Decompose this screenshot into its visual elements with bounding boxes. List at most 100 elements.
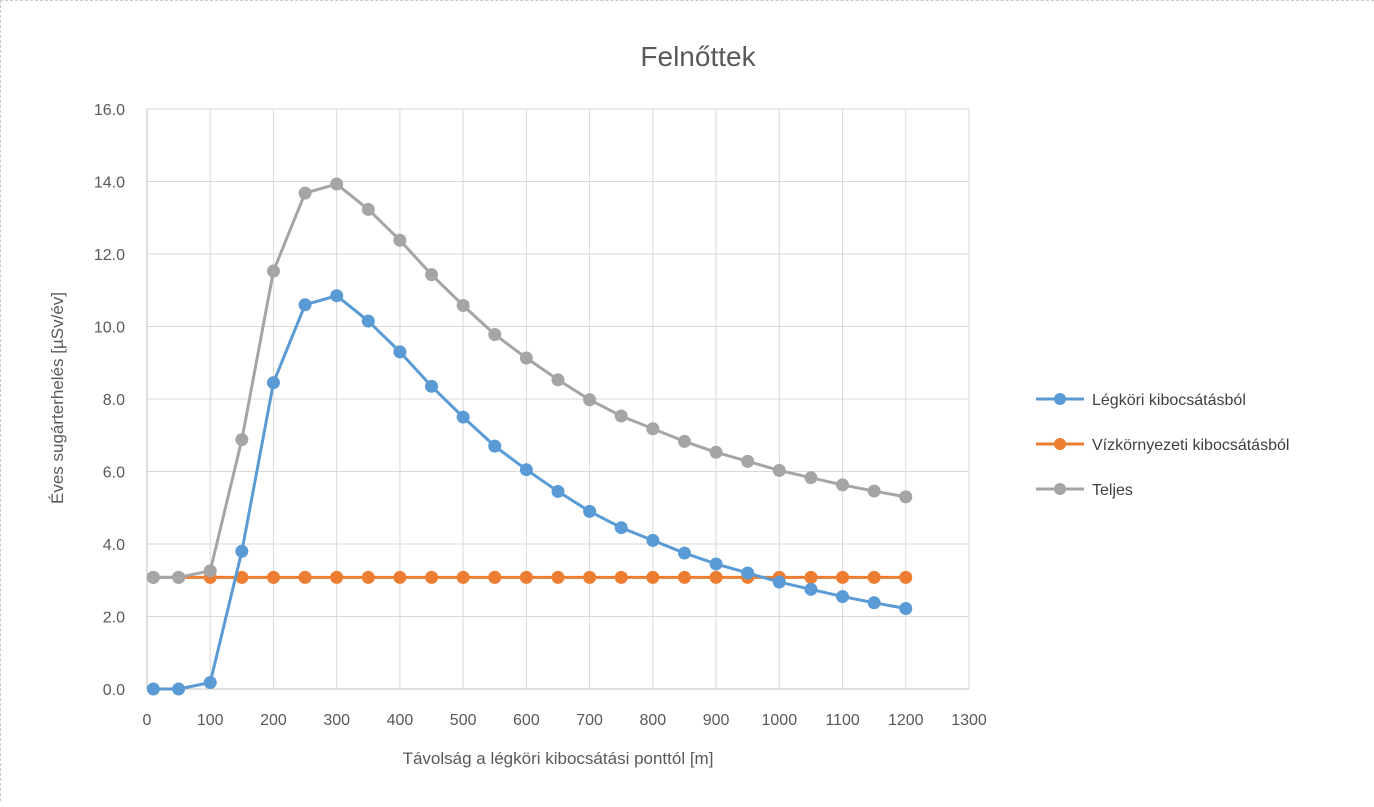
data-point-legkori	[519, 463, 533, 477]
data-point-legkori	[867, 596, 881, 610]
legend-marker-teljes	[1054, 483, 1066, 495]
data-point-teljes	[867, 484, 881, 498]
x-tick-label: 800	[639, 712, 666, 729]
y-tick-label: 14.0	[94, 175, 125, 192]
x-tick-label: 1300	[951, 712, 987, 729]
data-point-teljes	[361, 202, 375, 216]
y-tick-label: 10.0	[94, 320, 125, 337]
data-point-vizkornyezeti	[583, 570, 597, 584]
data-point-vizkornyezeti	[677, 570, 691, 584]
data-point-vizkornyezeti	[361, 570, 375, 584]
data-point-teljes	[709, 445, 723, 459]
data-point-vizkornyezeti	[393, 570, 407, 584]
data-point-teljes	[899, 490, 913, 504]
data-point-legkori	[614, 521, 628, 535]
data-point-legkori	[361, 314, 375, 328]
legend-label-teljes: Teljes	[1092, 482, 1133, 499]
axes	[146, 109, 969, 690]
data-point-vizkornyezeti	[899, 570, 913, 584]
data-point-vizkornyezeti	[519, 570, 533, 584]
data-point-legkori	[804, 582, 818, 596]
x-tick-label: 1100	[825, 712, 860, 729]
data-point-teljes	[772, 463, 786, 477]
data-point-teljes	[583, 393, 597, 407]
data-point-teljes	[172, 570, 186, 584]
data-point-legkori	[298, 298, 312, 312]
data-point-teljes	[519, 351, 533, 365]
x-tick-label: 200	[260, 712, 287, 729]
x-tick-label: 1000	[762, 712, 798, 729]
tick-labels: 0 100 200 300 400 500 600 700 800 900 1000 1100 1200…	[94, 102, 987, 729]
data-point-teljes	[551, 373, 565, 387]
data-point-teljes	[741, 454, 755, 468]
x-axis-title: Távolság a légköri kibocsátási ponttól […	[403, 749, 714, 768]
data-point-teljes	[456, 298, 470, 312]
x-tick-label: 700	[576, 712, 603, 729]
data-point-legkori	[741, 566, 755, 580]
series-lines	[146, 177, 913, 696]
x-tick-label: 1200	[888, 712, 924, 729]
legend-label-vizkornyezeti: Vízkörnyezeti kibocsátásból	[1092, 437, 1289, 454]
data-point-teljes	[614, 409, 628, 423]
data-point-teljes	[836, 478, 850, 492]
data-point-vizkornyezeti	[646, 570, 660, 584]
legend-item-vizkornyezeti: Vízkörnyezeti kibocsátásból	[1036, 437, 1289, 454]
y-tick-label: 16.0	[94, 102, 125, 119]
data-point-legkori	[235, 544, 249, 558]
legend-item-legkori: Légköri kibocsátásból	[1036, 392, 1246, 409]
data-point-legkori	[203, 675, 217, 689]
legend-marker-legkori	[1054, 393, 1066, 405]
data-point-legkori	[646, 533, 660, 547]
data-point-legkori	[772, 575, 786, 589]
legend-label-legkori: Légköri kibocsátásból	[1092, 392, 1246, 409]
data-point-teljes	[146, 570, 160, 584]
legend: Légköri kibocsátásból Vízkörnyezeti kibo…	[1036, 392, 1289, 499]
data-point-legkori	[899, 602, 913, 616]
legend-item-teljes: Teljes	[1036, 482, 1133, 499]
x-tick-label: 600	[513, 712, 540, 729]
data-point-vizkornyezeti	[330, 570, 344, 584]
data-point-teljes	[488, 327, 502, 341]
data-point-teljes	[425, 268, 439, 282]
data-point-legkori	[393, 345, 407, 359]
x-tick-label: 100	[197, 712, 224, 729]
data-point-vizkornyezeti	[266, 570, 280, 584]
y-tick-label: 8.0	[103, 392, 125, 409]
data-point-vizkornyezeti	[298, 570, 312, 584]
y-axis-title: Éves sugárterhelés [µSv/év]	[48, 292, 67, 504]
data-point-legkori	[456, 410, 470, 424]
data-point-legkori	[709, 557, 723, 571]
data-point-vizkornyezeti	[614, 570, 628, 584]
data-point-legkori	[836, 590, 850, 604]
data-point-vizkornyezeti	[488, 570, 502, 584]
data-point-teljes	[235, 433, 249, 447]
x-tick-label: 0	[143, 712, 152, 729]
data-point-vizkornyezeti	[804, 570, 818, 584]
data-point-legkori	[583, 504, 597, 518]
data-point-legkori	[551, 484, 565, 498]
data-point-teljes	[266, 264, 280, 278]
data-point-legkori	[266, 376, 280, 390]
data-point-teljes	[393, 233, 407, 247]
data-point-legkori	[488, 439, 502, 453]
x-tick-label: 900	[703, 712, 730, 729]
data-point-legkori	[172, 682, 186, 696]
data-point-vizkornyezeti	[456, 570, 470, 584]
y-tick-label: 2.0	[103, 610, 125, 627]
chart-title: Felnőttek	[640, 41, 756, 72]
y-tick-label: 12.0	[94, 247, 125, 264]
data-point-teljes	[330, 177, 344, 191]
legend-marker-vizkornyezeti	[1054, 438, 1066, 450]
y-tick-label: 0.0	[103, 682, 125, 699]
data-point-legkori	[425, 379, 439, 393]
data-point-teljes	[298, 186, 312, 200]
y-tick-label: 4.0	[103, 537, 125, 554]
data-point-vizkornyezeti	[709, 570, 723, 584]
x-tick-label: 300	[323, 712, 350, 729]
data-point-vizkornyezeti	[867, 570, 881, 584]
data-point-legkori	[146, 682, 160, 696]
x-tick-label: 400	[387, 712, 414, 729]
